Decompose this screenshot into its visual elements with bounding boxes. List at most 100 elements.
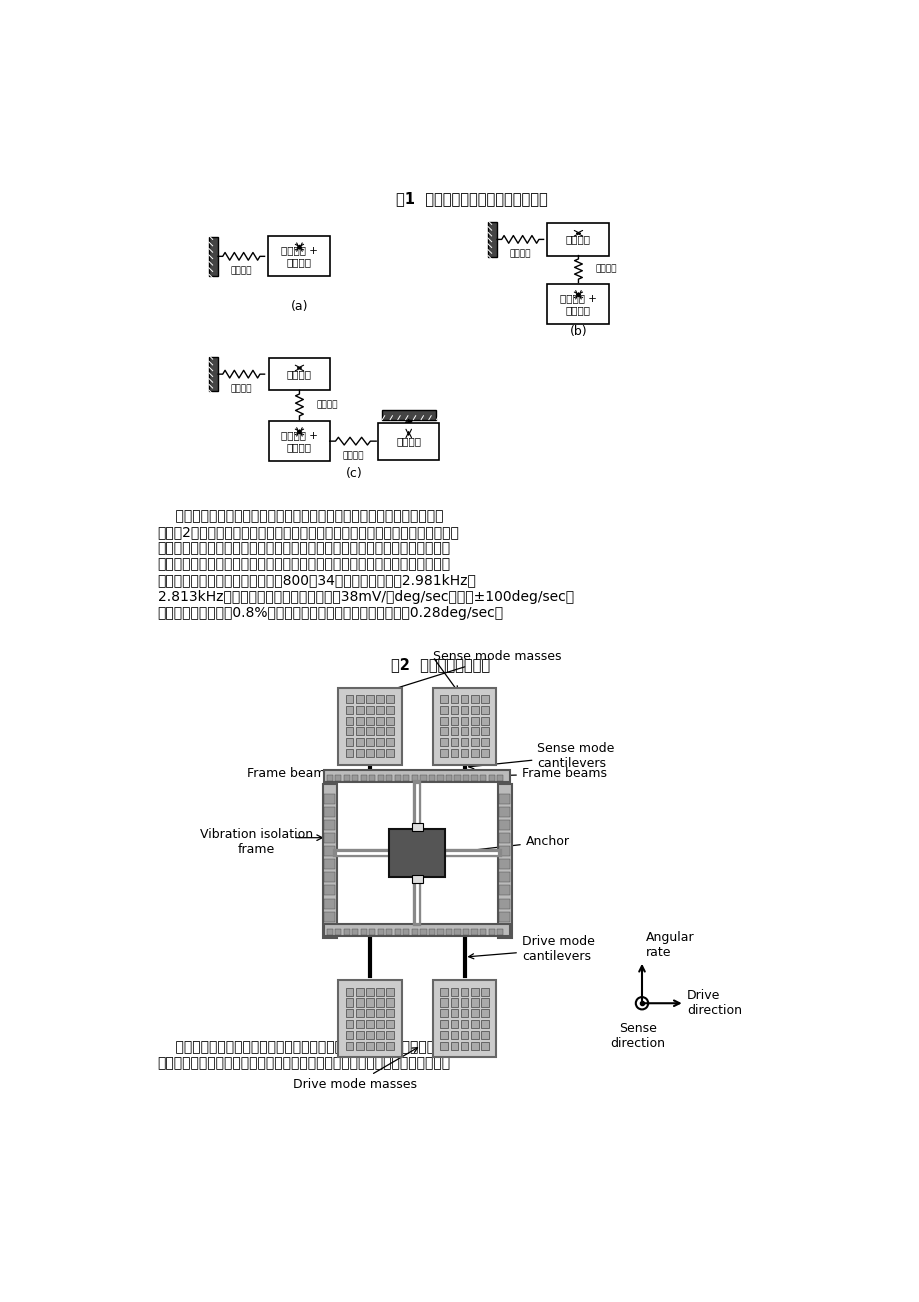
- Bar: [462, 775, 469, 781]
- Bar: [450, 728, 458, 736]
- Bar: [450, 738, 458, 746]
- Bar: [386, 999, 393, 1006]
- Text: 图1  微机械振动陀螺仪敏感结构模型: 图1 微机械振动陀螺仪敏感结构模型: [395, 191, 547, 206]
- Bar: [471, 716, 478, 725]
- Bar: [376, 728, 383, 736]
- Bar: [356, 1031, 363, 1039]
- Bar: [376, 1042, 383, 1049]
- Bar: [386, 1042, 393, 1049]
- Bar: [471, 1042, 478, 1049]
- Bar: [268, 237, 330, 276]
- Text: Sense mode masses: Sense mode masses: [378, 650, 561, 695]
- Text: 2.813kHz。这种陀螺的标度因素非线性是38mV/（deg/sec），在±100deg/sec的: 2.813kHz。这种陀螺的标度因素非线性是38mV/（deg/sec），在±1…: [157, 590, 573, 604]
- Bar: [323, 784, 336, 937]
- Bar: [386, 988, 393, 996]
- Bar: [412, 928, 417, 935]
- Bar: [366, 749, 373, 756]
- Bar: [481, 1009, 488, 1017]
- Bar: [386, 1009, 393, 1017]
- Text: 此外，因为双质量双线性振动的陀螺仪对环境变化不是很敏感，而且其差分: 此外，因为双质量双线性振动的陀螺仪对环境变化不是很敏感，而且其差分: [157, 1040, 451, 1055]
- Bar: [338, 687, 402, 764]
- Bar: [471, 999, 478, 1006]
- Bar: [460, 1031, 468, 1039]
- Bar: [481, 716, 488, 725]
- Text: Frame beams: Frame beams: [482, 767, 607, 780]
- Bar: [403, 928, 409, 935]
- Bar: [471, 749, 478, 756]
- Bar: [488, 928, 494, 935]
- Bar: [386, 1019, 393, 1029]
- Bar: [386, 1031, 393, 1039]
- Bar: [386, 738, 393, 746]
- Bar: [440, 728, 448, 736]
- Bar: [346, 988, 353, 996]
- Text: 图2  新型解耦结构陀螺: 图2 新型解耦结构陀螺: [391, 658, 490, 672]
- Bar: [323, 833, 335, 844]
- Bar: [428, 775, 435, 781]
- Bar: [460, 1019, 468, 1029]
- Bar: [460, 738, 468, 746]
- Bar: [360, 928, 367, 935]
- Bar: [346, 999, 353, 1006]
- Bar: [420, 775, 426, 781]
- Bar: [323, 898, 335, 909]
- Bar: [366, 1019, 373, 1029]
- Bar: [356, 728, 363, 736]
- Text: Frame beams: Frame beams: [246, 767, 351, 780]
- Bar: [450, 749, 458, 756]
- Bar: [346, 716, 353, 725]
- Text: 驱动振动: 驱动振动: [287, 370, 312, 379]
- Bar: [366, 999, 373, 1006]
- Bar: [496, 928, 503, 935]
- Bar: [496, 775, 503, 781]
- Bar: [412, 775, 417, 781]
- Bar: [209, 357, 218, 392]
- Bar: [481, 728, 488, 736]
- Bar: [440, 1042, 448, 1049]
- Bar: [394, 775, 401, 781]
- Text: Drive mode masses: Drive mode masses: [293, 1048, 417, 1091]
- Bar: [499, 924, 510, 935]
- Bar: [376, 1009, 383, 1017]
- Bar: [356, 1019, 363, 1029]
- Bar: [346, 738, 353, 746]
- Bar: [432, 980, 495, 1057]
- Bar: [440, 1031, 448, 1039]
- Bar: [499, 833, 510, 844]
- Bar: [338, 980, 402, 1057]
- Bar: [346, 1019, 353, 1029]
- Text: 一维弹簧: 一维弹簧: [342, 452, 363, 460]
- Bar: [480, 775, 486, 781]
- Bar: [460, 706, 468, 713]
- Bar: [450, 695, 458, 703]
- Bar: [366, 728, 373, 736]
- Bar: [386, 775, 392, 781]
- Bar: [547, 284, 608, 324]
- Bar: [352, 928, 358, 935]
- Bar: [450, 1031, 458, 1039]
- Bar: [346, 695, 353, 703]
- Text: 一维弹簧: 一维弹簧: [231, 267, 252, 275]
- Bar: [369, 928, 375, 935]
- Bar: [428, 928, 435, 935]
- Bar: [499, 885, 510, 896]
- Bar: [366, 1009, 373, 1017]
- Bar: [481, 1042, 488, 1049]
- Bar: [499, 859, 510, 870]
- Bar: [356, 988, 363, 996]
- Bar: [487, 223, 496, 256]
- Bar: [460, 716, 468, 725]
- Bar: [323, 846, 335, 857]
- Bar: [378, 423, 438, 460]
- Bar: [462, 928, 469, 935]
- Bar: [481, 695, 488, 703]
- Bar: [323, 924, 335, 935]
- Bar: [376, 749, 383, 756]
- Bar: [323, 872, 335, 883]
- Bar: [446, 928, 451, 935]
- Bar: [394, 928, 401, 935]
- Bar: [366, 988, 373, 996]
- Bar: [344, 775, 349, 781]
- Bar: [344, 928, 349, 935]
- Bar: [460, 988, 468, 996]
